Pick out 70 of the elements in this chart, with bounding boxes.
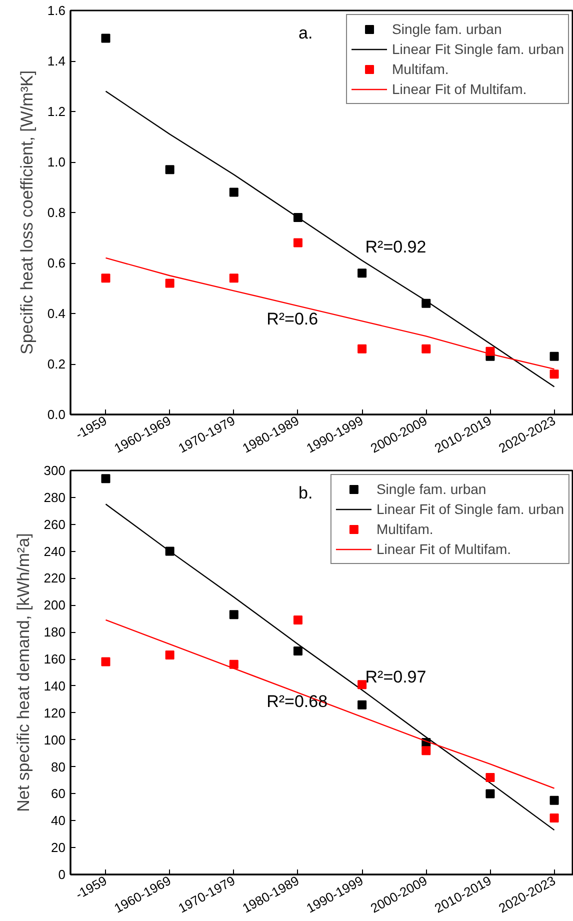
point xyxy=(550,370,559,379)
legend-label: Linear Fit of Multifam. xyxy=(376,541,512,557)
point xyxy=(293,238,302,248)
point xyxy=(101,274,110,283)
y-tick-label: 0.8 xyxy=(47,205,66,220)
y-tick-label: 300 xyxy=(44,463,66,478)
text: b. xyxy=(298,484,313,502)
y-axis-title: Net specific heat demand, [kWh/m²a] xyxy=(14,533,33,812)
point xyxy=(229,610,238,620)
legend-label: Linear Fit of Multifam. xyxy=(392,81,527,97)
y-tick-label: 240 xyxy=(44,544,66,559)
point xyxy=(358,700,367,710)
x-tick-label: -1959 xyxy=(72,872,110,902)
point xyxy=(358,268,367,278)
legend-label: Multifam. xyxy=(376,521,434,537)
y-tick-label: 160 xyxy=(44,652,66,667)
annotation: R²=0.92 xyxy=(365,237,426,256)
point xyxy=(550,796,559,805)
line-series xyxy=(105,619,555,789)
point xyxy=(101,657,110,666)
point xyxy=(486,773,495,782)
y-tick-label: 100 xyxy=(44,732,66,748)
y-axis-title: Specific heat loss coefficient, [W/m³K] xyxy=(17,70,36,355)
y-tick-label: 1.6 xyxy=(47,3,66,18)
y-tick-label: 200 xyxy=(44,598,66,613)
point xyxy=(229,660,238,669)
y-tick-label: 40 xyxy=(51,813,66,828)
point xyxy=(101,474,110,484)
y-tick-label: 140 xyxy=(44,678,66,694)
y-tick-label: 1.0 xyxy=(47,154,66,170)
point xyxy=(101,34,110,43)
y-tick-label: 1.4 xyxy=(47,54,66,68)
y-tick-label: 0.4 xyxy=(47,306,66,321)
point xyxy=(165,165,174,174)
y-tick-label: 280 xyxy=(44,490,66,505)
y-tick-label: 120 xyxy=(44,705,66,720)
y-tick-label: 0.6 xyxy=(47,256,66,270)
y-tick-label: 260 xyxy=(44,516,66,532)
point xyxy=(422,746,431,756)
y-tick-label: 0.0 xyxy=(47,407,66,422)
point xyxy=(293,615,302,624)
point xyxy=(293,646,302,656)
point xyxy=(165,650,174,660)
y-tick-label: 0 xyxy=(58,867,66,882)
point xyxy=(550,813,559,822)
point xyxy=(358,680,367,690)
point xyxy=(486,789,495,798)
y-tick-label: 0.2 xyxy=(47,356,66,372)
legend-label: Single fam. urban xyxy=(392,21,502,37)
y-tick-label: 180 xyxy=(44,624,66,640)
annotation: R²=0.6 xyxy=(266,310,318,328)
point xyxy=(550,352,559,361)
point xyxy=(229,188,238,197)
y-tick-label: 20 xyxy=(51,840,66,856)
legend-label: Multifam. xyxy=(392,61,449,77)
y-tick-label: 1.2 xyxy=(47,104,66,119)
legend-label: Single fam. urban xyxy=(376,481,486,497)
annotation: R²=0.97 xyxy=(365,667,426,686)
legend-label: Linear Fit Single fam. urban xyxy=(392,41,564,57)
point xyxy=(229,274,238,283)
annotation: R²=0.68 xyxy=(266,692,328,711)
x-tick-label: -1959 xyxy=(72,412,110,442)
legend-label: Linear Fit of Single fam. urban xyxy=(376,501,564,517)
y-tick-label: 220 xyxy=(44,570,66,586)
point xyxy=(358,344,367,354)
y-tick-label: 60 xyxy=(51,786,66,802)
y-tick-label: 80 xyxy=(51,759,66,774)
point xyxy=(422,344,431,354)
text: a. xyxy=(298,24,313,42)
point xyxy=(165,278,174,288)
